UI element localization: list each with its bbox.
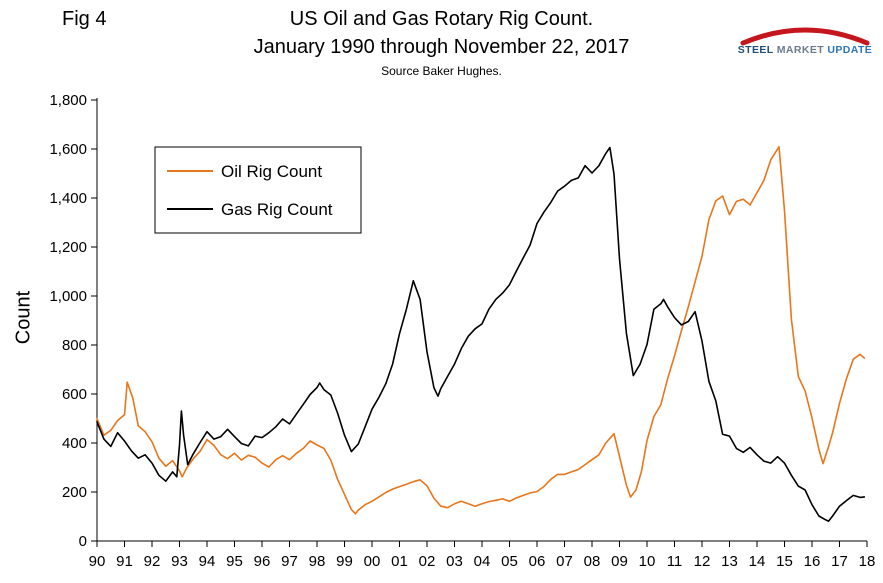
x-tick-label: 09 <box>611 553 628 570</box>
x-tick-label: 18 <box>859 553 876 570</box>
x-tick-label: 04 <box>474 553 491 570</box>
x-tick-label: 12 <box>694 553 711 570</box>
x-tick-label: 03 <box>446 553 463 570</box>
x-tick-label: 13 <box>721 553 738 570</box>
legend-label: Gas Rig Count <box>221 200 333 219</box>
x-tick-label: 08 <box>584 553 601 570</box>
x-tick-label: 06 <box>529 553 546 570</box>
y-tick-label: 1,400 <box>49 190 87 207</box>
y-tick-label: 400 <box>62 435 87 452</box>
x-tick-label: 95 <box>226 553 243 570</box>
x-tick-label: 05 <box>501 553 518 570</box>
x-tick-label: 96 <box>254 553 271 570</box>
logo-text: STEEL MARKET UPDATE <box>735 44 875 56</box>
y-tick-label: 1,600 <box>49 141 87 158</box>
x-tick-label: 90 <box>89 553 106 570</box>
y-tick-label: 600 <box>62 386 87 403</box>
y-tick-label: 1,800 <box>49 92 87 109</box>
x-tick-label: 99 <box>336 553 353 570</box>
oil-rig-count-line <box>96 146 866 515</box>
x-tick-label: 17 <box>831 553 848 570</box>
y-tick-label: 1,200 <box>49 239 87 256</box>
figure-number: Fig 4 <box>62 8 107 30</box>
y-axis-title: Count <box>12 290 35 345</box>
x-tick-label: 15 <box>776 553 793 570</box>
x-tick-label: 00 <box>364 553 381 570</box>
x-tick-label: 07 <box>556 553 573 570</box>
x-tick-label: 92 <box>144 553 161 570</box>
logo-word-market: MARKET <box>776 44 825 56</box>
x-tick-label: 97 <box>281 553 298 570</box>
y-tick-label: 1,000 <box>49 288 87 305</box>
y-tick-label: 0 <box>79 533 87 550</box>
x-tick-label: 93 <box>171 553 188 570</box>
steel-market-update-logo: STEEL MARKET UPDATE <box>735 26 875 56</box>
logo-word-update: UPDATE <box>827 44 873 56</box>
x-tick-label: 14 <box>749 553 766 570</box>
logo-swoosh-icon <box>740 27 870 46</box>
x-tick-label: 91 <box>116 553 133 570</box>
legend-box <box>154 146 362 234</box>
x-tick-label: 11 <box>667 553 683 570</box>
legend-label: Oil Rig Count <box>221 162 322 181</box>
x-tick-label: 10 <box>639 553 656 570</box>
logo-word-steel: STEEL <box>737 44 774 56</box>
gas-rig-count-line <box>96 146 866 523</box>
x-tick-label: 98 <box>309 553 326 570</box>
x-tick-label: 94 <box>199 553 216 570</box>
y-tick-label: 200 <box>62 484 87 501</box>
x-tick-label: 16 <box>804 553 821 570</box>
y-tick-label: 800 <box>62 337 87 354</box>
x-tick-label: 01 <box>391 553 408 570</box>
x-tick-label: 02 <box>419 553 436 570</box>
